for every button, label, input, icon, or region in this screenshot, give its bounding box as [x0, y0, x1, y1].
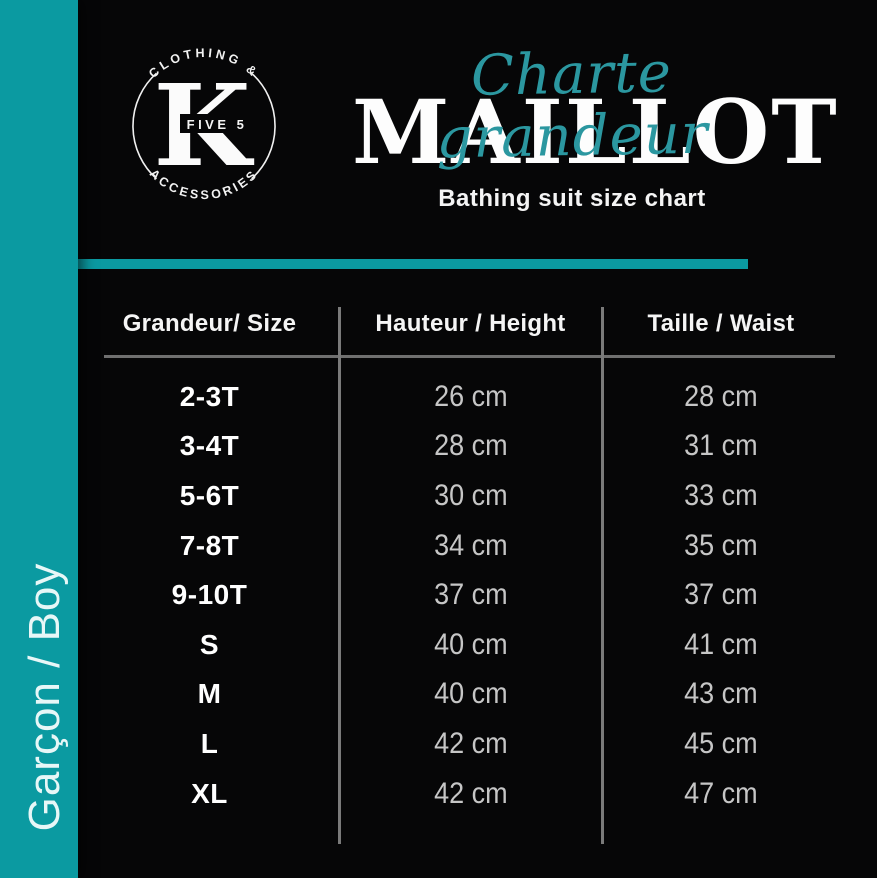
logo-circle-left-arc — [132, 72, 158, 180]
cell-size: XL — [80, 778, 339, 810]
table-row: S 40 cm 41 cm — [80, 620, 840, 670]
column-divider-1 — [338, 307, 341, 844]
cell-waist: 33 cm — [602, 479, 840, 513]
table-header-row: Grandeur/ Size Hauteur / Height Taille /… — [80, 306, 840, 342]
header-cell-size: Grandeur/ Size — [122, 310, 297, 337]
table-row: XL 42 cm 47 cm — [80, 769, 840, 819]
table-row: 7-8T 34 cm 35 cm — [80, 521, 840, 571]
cell-height: 34 cm — [339, 529, 602, 563]
height-value: 40 cm — [433, 627, 508, 661]
cell-size: 2-3T — [80, 381, 339, 413]
cell-height: 42 cm — [339, 727, 602, 761]
cell-height: 42 cm — [339, 777, 602, 811]
cell-height: 40 cm — [339, 628, 602, 662]
size-label: 2-3T — [179, 380, 240, 412]
cell-waist: 41 cm — [602, 628, 840, 662]
cell-waist: 45 cm — [602, 727, 840, 761]
size-label: L — [200, 727, 219, 759]
main-title: MAILLOT — [352, 80, 839, 184]
table-row: 5-6T 30 cm 33 cm — [80, 471, 840, 521]
cell-size: 9-10T — [80, 579, 339, 611]
cell-height: 40 cm — [339, 677, 602, 711]
cell-waist: 37 cm — [602, 578, 840, 612]
height-value: 42 cm — [433, 776, 508, 810]
height-value: 34 cm — [433, 528, 508, 562]
height-value: 28 cm — [433, 429, 508, 463]
cell-size: S — [80, 629, 339, 661]
waist-value: 47 cm — [684, 776, 758, 810]
height-value: 42 cm — [433, 726, 508, 760]
waist-value: 35 cm — [684, 528, 758, 562]
header-cell-height: Hauteur / Height — [375, 310, 566, 337]
cell-size: 3-4T — [80, 430, 339, 462]
height-value: 26 cm — [433, 379, 508, 413]
accent-bar — [0, 259, 748, 269]
size-label: 7-8T — [179, 529, 240, 561]
script-title: Charte grandeur — [436, 40, 710, 171]
cell-waist: 43 cm — [602, 677, 840, 711]
waist-value: 45 cm — [684, 726, 758, 760]
category-sidebar — [0, 0, 78, 878]
table-row: L 42 cm 45 cm — [80, 719, 840, 769]
table-row: 3-4T 28 cm 31 cm — [80, 422, 840, 472]
height-value: 30 cm — [433, 478, 508, 512]
waist-value: 31 cm — [684, 429, 758, 463]
cell-waist: 31 cm — [602, 429, 840, 463]
subtitle: Bathing suit size chart — [438, 185, 706, 212]
cell-waist: 35 cm — [602, 529, 840, 563]
sidebar-category-label: Garçon / Boy — [20, 562, 69, 832]
table-body: 2-3T 26 cm 28 cm 3-4T 28 cm 31 cm 5-6T 3… — [80, 372, 840, 818]
size-label: M — [197, 678, 222, 710]
logo-tagline-backplate — [180, 114, 252, 133]
waist-value: 43 cm — [684, 677, 758, 711]
cell-waist: 47 cm — [602, 777, 840, 811]
size-label: XL — [191, 777, 228, 809]
waist-value: 41 cm — [684, 627, 758, 661]
waist-value: 37 cm — [684, 578, 758, 612]
table-row: 9-10T 37 cm 37 cm — [80, 570, 840, 620]
size-label: S — [199, 628, 220, 660]
waist-value: 28 cm — [684, 379, 758, 413]
size-label: 9-10T — [171, 579, 248, 611]
height-value: 40 cm — [433, 677, 508, 711]
waist-value: 33 cm — [684, 478, 758, 512]
logo-tagline: FIVE 5 — [187, 117, 248, 132]
cell-height: 26 cm — [339, 380, 602, 414]
size-label: 3-4T — [179, 430, 240, 462]
logo-circle-right-arc — [250, 72, 276, 180]
cell-size: 7-8T — [80, 530, 339, 562]
cell-height: 30 cm — [339, 479, 602, 513]
cell-waist: 28 cm — [602, 380, 840, 414]
height-value: 37 cm — [433, 578, 508, 612]
table-row: M 40 cm 43 cm — [80, 670, 840, 720]
brand-logo: CLOTHING & ACCESSORIES K FIVE 5 — [132, 46, 276, 202]
cell-height: 37 cm — [339, 578, 602, 612]
cell-size: 5-6T — [80, 480, 339, 512]
size-label: 5-6T — [179, 479, 240, 511]
column-divider-2 — [601, 307, 604, 844]
cell-size: L — [80, 728, 339, 760]
header-underline — [104, 355, 835, 358]
table-row: 2-3T 26 cm 28 cm — [80, 372, 840, 422]
header-cell-waist: Taille / Waist — [647, 310, 795, 337]
cell-height: 28 cm — [339, 429, 602, 463]
cell-size: M — [80, 678, 339, 710]
